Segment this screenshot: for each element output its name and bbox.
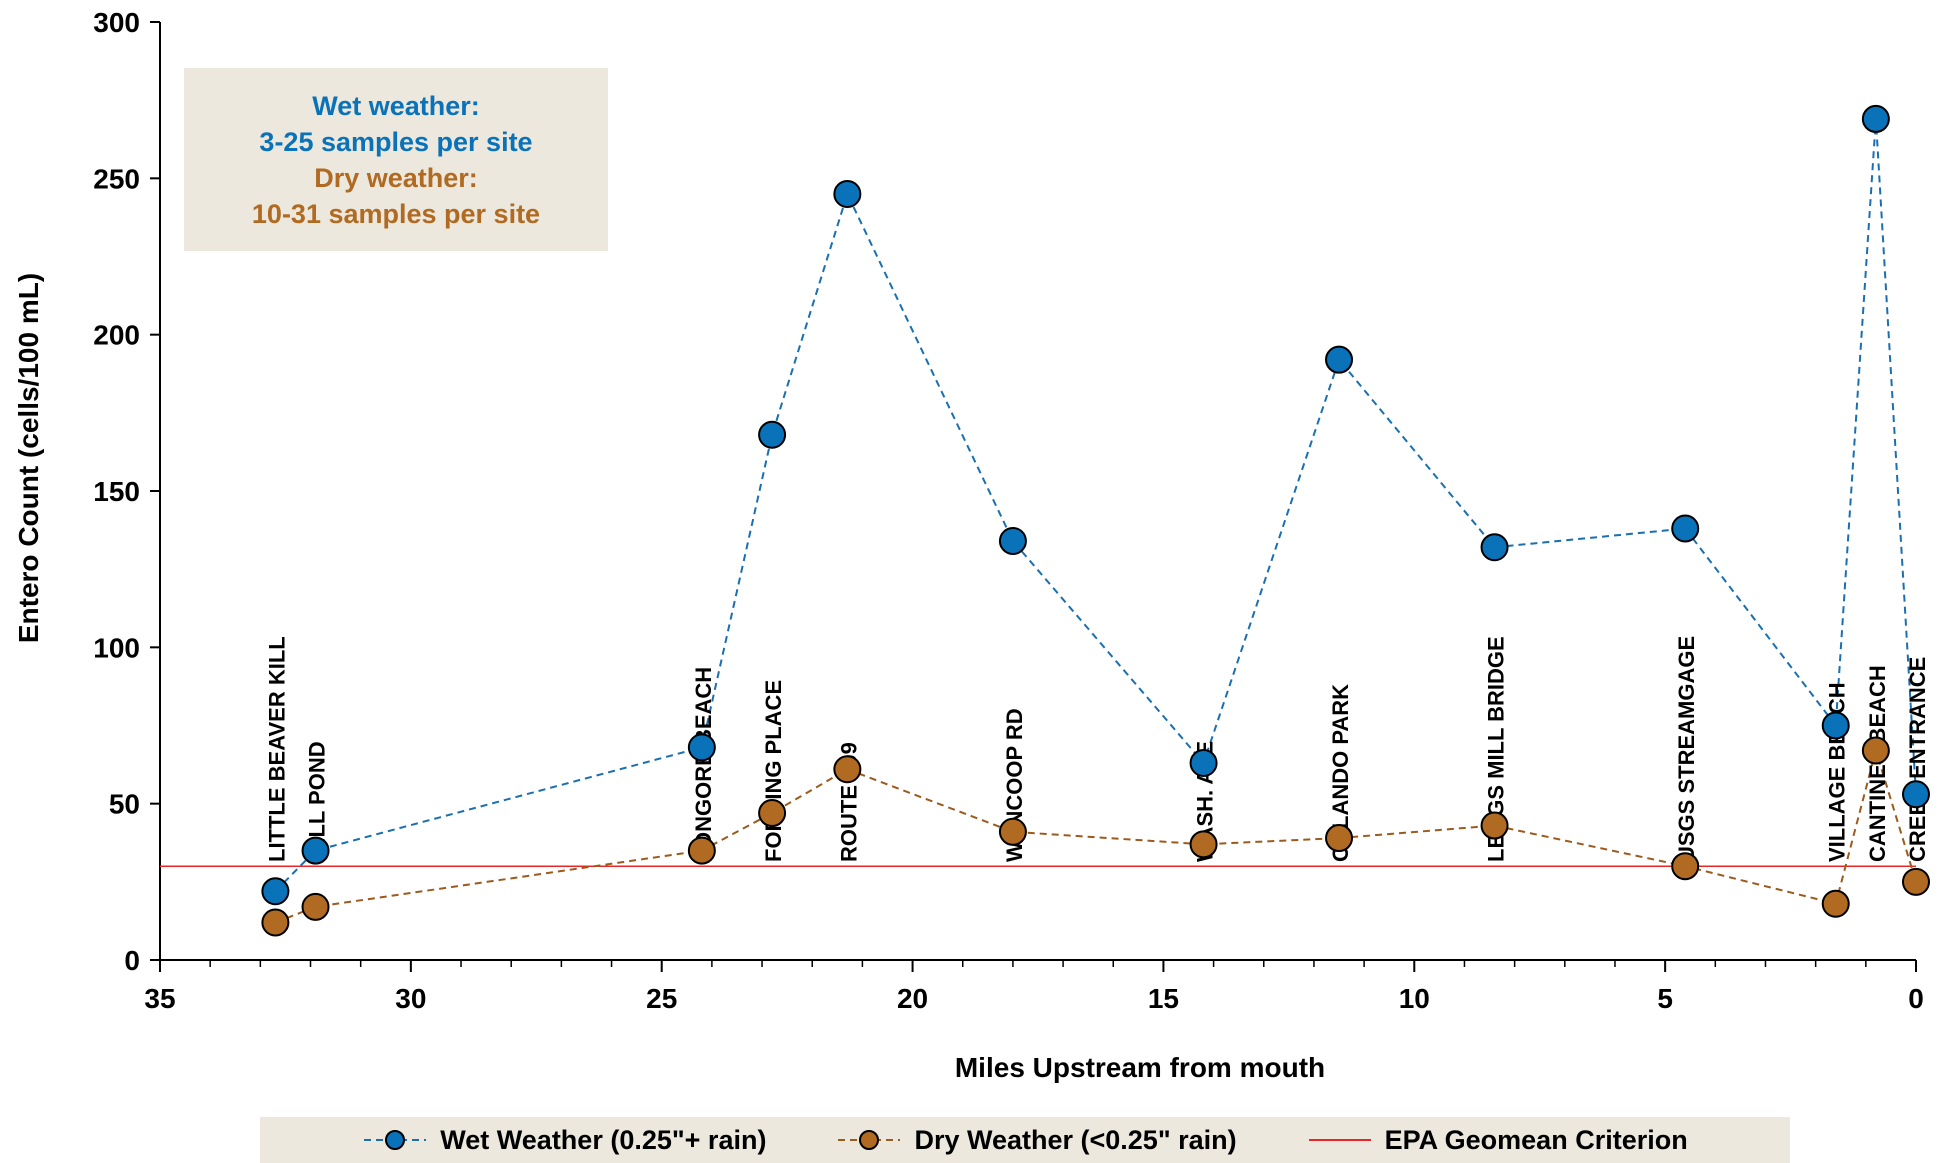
epa-legend-swatch	[1308, 1139, 1371, 1141]
wet-weather-point	[261, 877, 290, 906]
site-label: TONGORE BEACH	[691, 667, 716, 862]
note-line-4: 10-31 samples per site	[251, 198, 541, 229]
site-label: CREEK ENTRANCE	[1905, 657, 1930, 862]
wet-weather-point	[1325, 345, 1354, 374]
legend-label-dry: Dry Weather (<0.25" rain)	[914, 1124, 1237, 1155]
x-tick-label: 0	[1908, 983, 1924, 1014]
site-label: VILLAGE BEACH	[1825, 682, 1850, 862]
dry-weather-point	[833, 755, 862, 784]
dry-weather-point	[1821, 889, 1850, 918]
wet-weather-point	[758, 420, 787, 449]
x-tick-label: 35	[144, 983, 175, 1014]
y-tick-label: 250	[93, 163, 140, 194]
dry-weather-point	[1671, 852, 1700, 881]
x-tick-label: 25	[646, 983, 677, 1014]
dry-weather-point	[998, 817, 1027, 846]
wet-weather-point	[1480, 533, 1509, 562]
y-tick-label: 0	[124, 945, 140, 976]
dry-weather-point	[301, 892, 330, 921]
y-tick-label: 50	[109, 789, 140, 820]
y-tick-label: 150	[93, 476, 140, 507]
y-axis-title: Entero Count (cells/100 mL)	[13, 273, 44, 643]
y-tick-label: 300	[93, 7, 140, 38]
note-line-3: Dry weather:	[314, 162, 478, 193]
wet-weather-point	[301, 836, 330, 865]
dry-weather-point	[261, 908, 290, 937]
wet-weather-point	[687, 733, 716, 762]
x-tick-label: 20	[897, 983, 928, 1014]
x-tick-label: 15	[1148, 983, 1179, 1014]
legend: Wet Weather (0.25"+ rain) Dry Weather (<…	[260, 1117, 1790, 1163]
dry-weather-point	[687, 836, 716, 865]
wet-weather-point	[1861, 104, 1890, 133]
wet-weather-point	[1671, 514, 1700, 543]
dry-weather-point	[1861, 736, 1890, 765]
dry-weather-point	[1189, 830, 1218, 859]
dry-weather-point	[1325, 824, 1354, 853]
wet-weather-point	[1902, 780, 1930, 809]
dry-weather-point	[758, 799, 787, 828]
site-label: LITTLE BEAVER KILL	[264, 636, 289, 862]
wet-legend-swatch	[364, 1130, 427, 1150]
dry-weather-point	[1480, 811, 1509, 840]
x-tick-label: 30	[395, 983, 426, 1014]
wet-weather-point	[1189, 749, 1218, 778]
y-tick-label: 200	[93, 320, 140, 351]
site-label: USGS STREAMGAGE	[1674, 636, 1699, 862]
wet-weather-point	[1821, 711, 1850, 740]
series-markers	[261, 104, 1930, 937]
y-tick-label: 100	[93, 632, 140, 663]
legend-item-epa: EPA Geomean Criterion	[1307, 1125, 1688, 1156]
note-line-2: 3-25 samples per site	[259, 126, 533, 157]
legend-label-wet: Wet Weather (0.25"+ rain)	[440, 1124, 767, 1155]
dry-legend-swatch	[838, 1130, 901, 1150]
site-label: FORDING PLACE	[761, 680, 786, 862]
x-tick-label: 10	[1399, 983, 1430, 1014]
site-labels: LITTLE BEAVER KILL MILL POND TONGORE BEACH…	[264, 636, 1930, 862]
wet-weather-point	[833, 179, 862, 208]
x-axis-title: Miles Upstream from mouth	[955, 1052, 1325, 1083]
sample-count-note: Wet weather: 3-25 samples per site Dry w…	[184, 68, 608, 251]
dry-weather-point	[1902, 867, 1930, 896]
note-line-1: Wet weather:	[312, 90, 480, 121]
wet-weather-point	[998, 527, 1027, 556]
legend-label-epa: EPA Geomean Criterion	[1384, 1124, 1688, 1155]
dry-weather-line	[275, 746, 1917, 924]
x-tick-label: 5	[1657, 983, 1673, 1014]
legend-item-wet: Wet Weather (0.25"+ rain)	[362, 1125, 766, 1156]
legend-item-dry: Dry Weather (<0.25" rain)	[836, 1124, 1237, 1156]
